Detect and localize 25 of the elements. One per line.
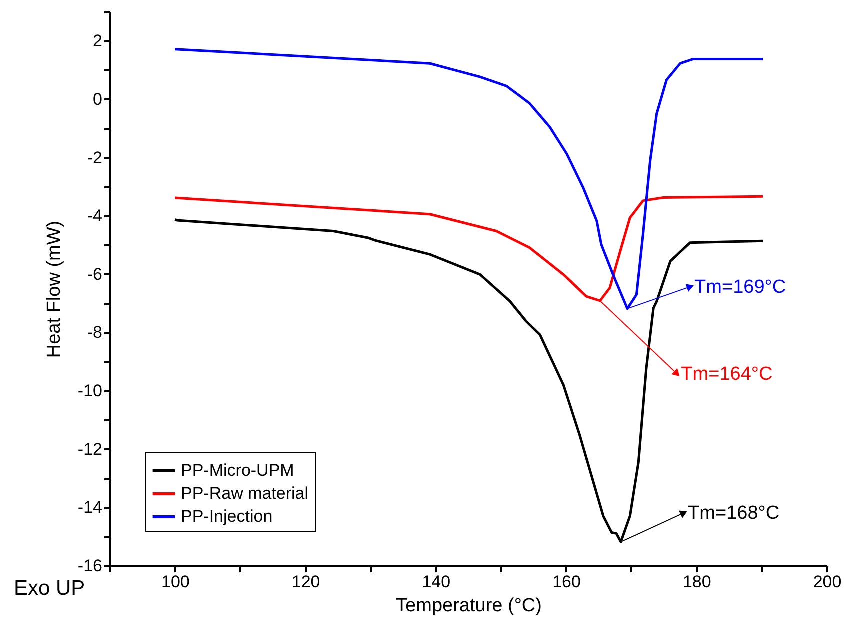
x-axis-title: Temperature (°C) (396, 596, 542, 616)
y-tick-label: -6 (87, 264, 102, 284)
x-tick-label: 120 (292, 572, 320, 592)
legend-label: PP-Injection (181, 507, 273, 526)
annotation: Tm=168°C (688, 503, 780, 524)
y-tick-label: -8 (87, 323, 102, 342)
y-tick-label: -10 (78, 382, 102, 401)
x-tick-label: 140 (422, 572, 451, 592)
y-tick-label: -4 (87, 206, 102, 226)
y-tick-label: 2 (93, 32, 102, 51)
x-tick-label: 160 (552, 572, 581, 592)
annotation: Tm=169°C (694, 276, 786, 298)
y-tick-label: -2 (87, 148, 102, 168)
annotation: Tm=164°C (681, 364, 773, 385)
y-tick-label: -16 (78, 556, 102, 576)
y-tick-label: -12 (78, 440, 102, 459)
y-tick-label: 0 (93, 90, 102, 109)
x-tick-label: 200 (813, 572, 842, 592)
text: Exo UP (14, 577, 86, 600)
y-tick-label: -14 (78, 498, 102, 518)
legend-label: PP-Micro-UPM (181, 461, 294, 480)
y-axis-title: Heat Flow (mW) (44, 220, 65, 358)
legend-label: PP-Raw material (181, 484, 309, 503)
x-tick-label: 180 (682, 572, 712, 592)
x-tick-label: 100 (161, 572, 190, 592)
